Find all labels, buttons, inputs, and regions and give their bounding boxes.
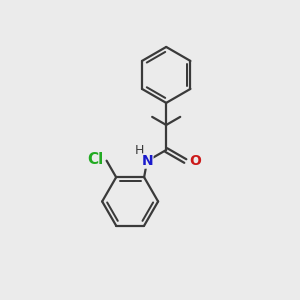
- Text: H: H: [135, 144, 144, 157]
- Text: Cl: Cl: [87, 152, 104, 167]
- Text: O: O: [189, 154, 201, 168]
- Text: N: N: [141, 154, 153, 168]
